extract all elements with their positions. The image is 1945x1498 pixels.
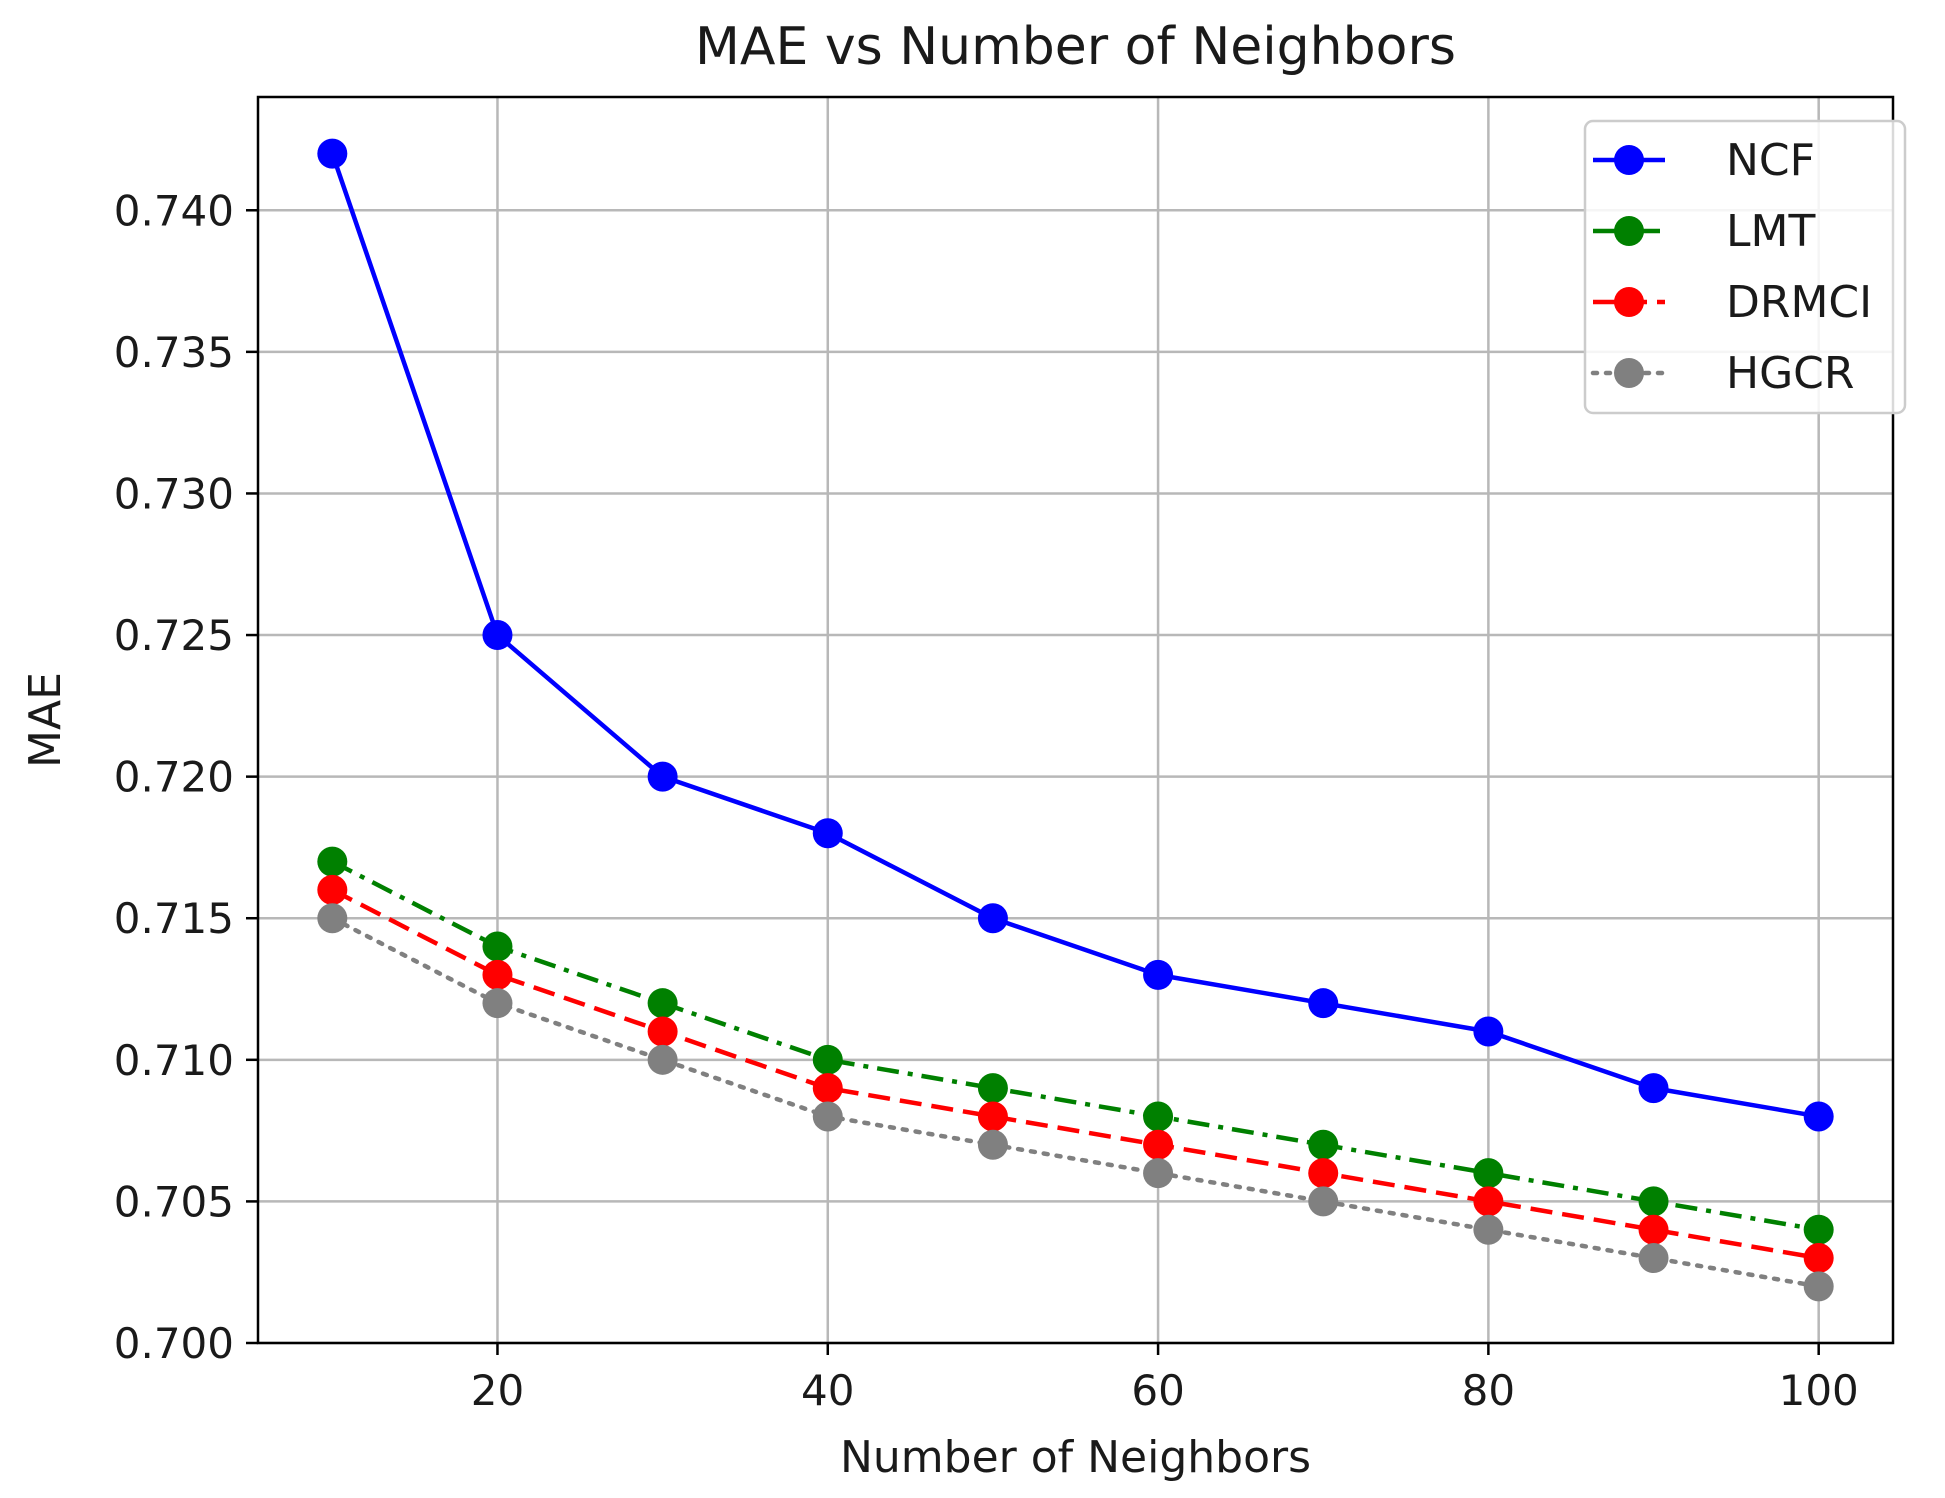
data-point <box>647 1016 678 1047</box>
data-point <box>977 1129 1008 1160</box>
x-axis-label: Number of Neighbors <box>840 1432 1311 1483</box>
x-tick-label: 20 <box>471 1366 524 1415</box>
y-tick-label: 0.740 <box>114 186 234 235</box>
data-point <box>812 1073 843 1104</box>
data-point <box>1803 1243 1834 1274</box>
data-point <box>1803 1271 1834 1302</box>
legend-item-drmci: DRMCI <box>1593 277 1872 328</box>
data-point <box>647 988 678 1019</box>
y-tick-label: 0.710 <box>114 1036 234 1085</box>
data-point <box>647 761 678 792</box>
data-point <box>1143 1158 1174 1189</box>
data-point <box>647 1044 678 1075</box>
data-point <box>1143 1129 1174 1160</box>
x-tick-label: 60 <box>1131 1366 1184 1415</box>
data-point <box>317 846 348 877</box>
legend-swatch-marker <box>1614 358 1644 388</box>
y-tick-label: 0.720 <box>114 753 234 802</box>
chart-title: MAE vs Number of Neighbors <box>695 17 1456 77</box>
series-drmci <box>317 874 1834 1274</box>
data-point <box>1473 1158 1504 1189</box>
data-point <box>1308 988 1339 1019</box>
series-ncf <box>317 138 1834 1132</box>
legend-label: DRMCI <box>1726 277 1872 328</box>
data-point <box>482 620 513 651</box>
legend-item-hgcr: HGCR <box>1590 348 1854 399</box>
y-tick-label: 0.725 <box>114 611 234 660</box>
data-point <box>482 959 513 990</box>
series-line-hgcr <box>330 915 1821 1289</box>
series-line-lmt <box>331 859 1820 1232</box>
data-point <box>317 874 348 905</box>
data-point <box>317 138 348 169</box>
grid-lines <box>258 97 1893 1345</box>
y-tick-label: 0.705 <box>114 1177 234 1226</box>
legend-item-lmt: LMT <box>1593 206 1815 257</box>
data-point <box>1308 1158 1339 1189</box>
data-point <box>1638 1073 1669 1104</box>
y-tick-label: 0.730 <box>114 469 234 518</box>
data-point <box>1473 1186 1504 1217</box>
legend-label: HGCR <box>1726 348 1854 399</box>
data-point <box>812 818 843 849</box>
legend: NCF LMT DRMCI HGCR <box>1583 119 1907 415</box>
y-axis-label: MAE <box>20 672 71 768</box>
data-point <box>977 1101 1008 1132</box>
data-point <box>812 1101 843 1132</box>
data-point <box>977 903 1008 934</box>
data-point <box>1473 1214 1504 1245</box>
legend-swatch-marker <box>1614 287 1644 317</box>
series-lines <box>317 138 1834 1302</box>
legend-label: LMT <box>1726 206 1815 257</box>
data-point <box>1803 1214 1834 1245</box>
series-line-drmci <box>331 887 1820 1261</box>
data-point <box>1638 1186 1669 1217</box>
data-point <box>1143 1101 1174 1132</box>
legend-swatch-marker <box>1614 145 1644 175</box>
y-tick-label: 0.700 <box>114 1319 234 1368</box>
data-point <box>1143 959 1174 990</box>
legend-box <box>1583 119 1907 415</box>
plot-frame <box>256 95 1895 1345</box>
x-tick-label: 80 <box>1462 1366 1515 1415</box>
x-tick-label: 100 <box>1779 1366 1859 1415</box>
legend-item-ncf: NCF <box>1593 135 1815 186</box>
data-point <box>1638 1214 1669 1245</box>
data-point <box>482 931 513 962</box>
data-point <box>977 1073 1008 1104</box>
series-lmt <box>317 846 1834 1245</box>
data-point <box>482 988 513 1019</box>
legend-label: NCF <box>1726 135 1815 186</box>
series-hgcr <box>317 903 1834 1302</box>
y-tick-label: 0.735 <box>114 328 234 377</box>
data-point <box>1308 1186 1339 1217</box>
legend-swatch-marker <box>1614 216 1644 246</box>
axis-ticks: 20 40 60 80 100 0.700 0.705 0.710 0.715 0.720 0.72… <box>114 186 1859 1415</box>
x-tick-label: 40 <box>801 1366 854 1415</box>
data-point <box>1803 1101 1834 1132</box>
data-point <box>1473 1016 1504 1047</box>
y-tick-label: 0.715 <box>114 894 234 943</box>
series-line-ncf <box>330 152 1820 1119</box>
data-point <box>812 1044 843 1075</box>
data-point <box>1638 1243 1669 1274</box>
data-point <box>317 903 348 934</box>
data-point <box>1308 1129 1339 1160</box>
